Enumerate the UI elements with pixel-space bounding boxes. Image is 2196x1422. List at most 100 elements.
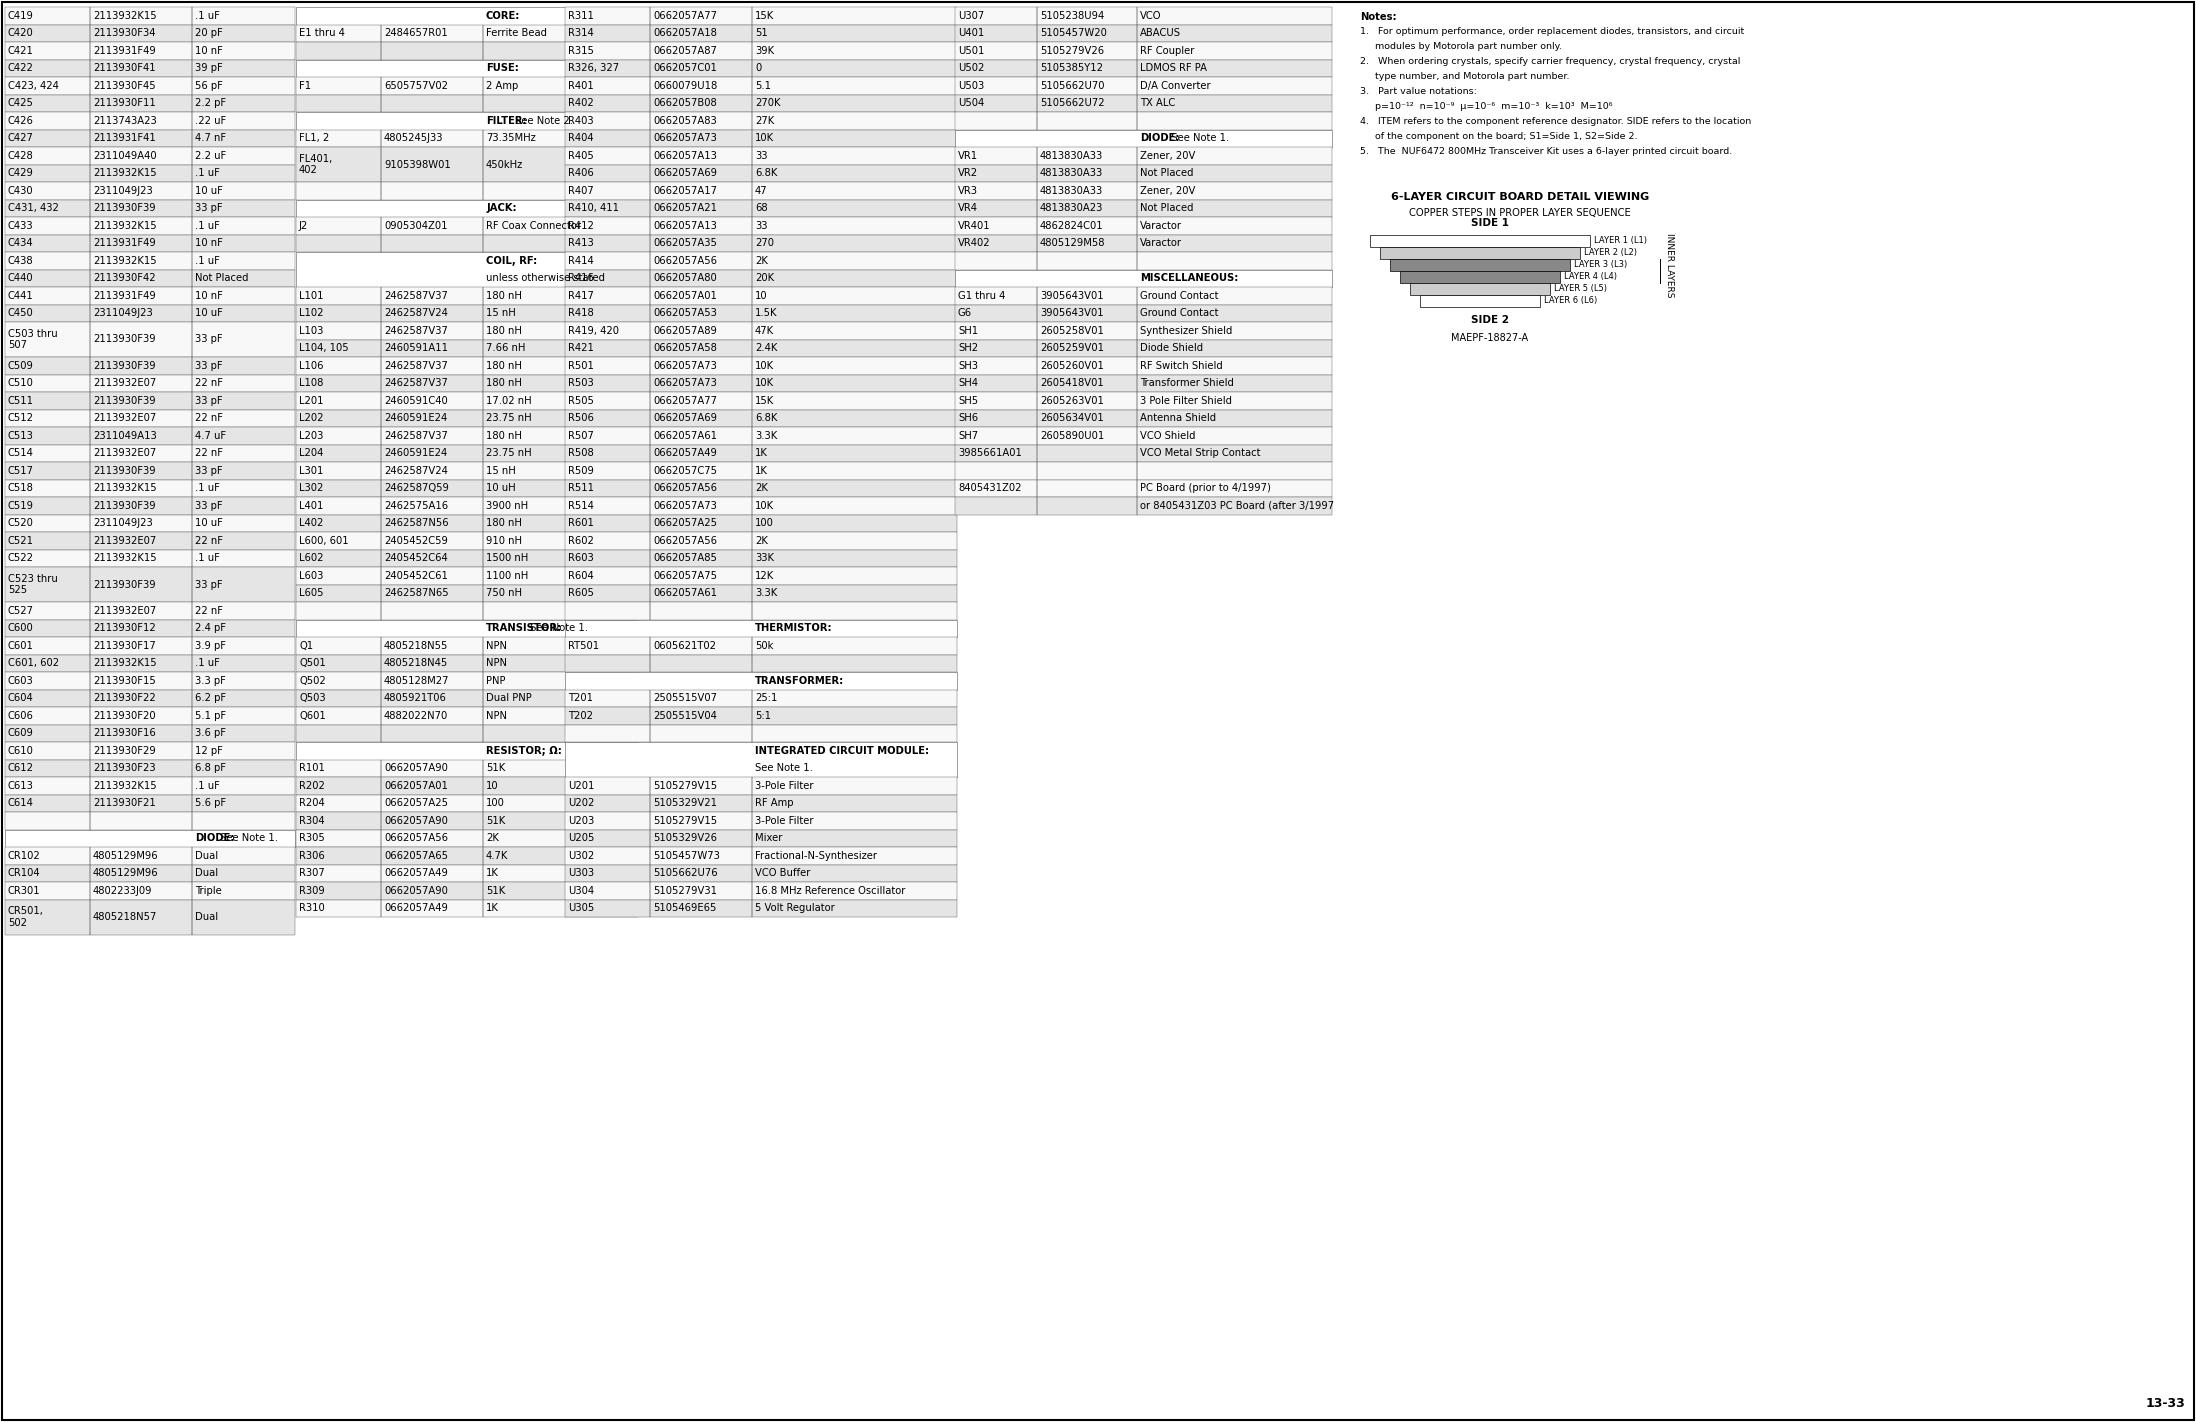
- Bar: [296, 374, 639, 392]
- Text: C440: C440: [9, 273, 33, 283]
- Bar: [564, 340, 650, 357]
- Bar: [751, 848, 957, 865]
- Text: SIDE 1: SIDE 1: [1471, 218, 1509, 228]
- Text: C527: C527: [9, 606, 33, 616]
- Bar: [4, 776, 294, 795]
- Bar: [191, 252, 294, 270]
- Bar: [483, 235, 639, 252]
- Bar: [564, 235, 957, 252]
- Bar: [955, 218, 1333, 235]
- Bar: [4, 218, 90, 235]
- Bar: [564, 7, 957, 24]
- Bar: [90, 252, 191, 270]
- Bar: [296, 235, 380, 252]
- Bar: [90, 427, 191, 445]
- Text: .1 uF: .1 uF: [195, 168, 220, 178]
- Text: 0662057A13: 0662057A13: [652, 151, 716, 161]
- Bar: [1138, 498, 1333, 515]
- Text: R514: R514: [569, 501, 593, 510]
- Text: L402: L402: [299, 518, 323, 528]
- Text: 2113930F23: 2113930F23: [92, 764, 156, 774]
- Bar: [564, 724, 957, 742]
- Text: LDMOS RF PA: LDMOS RF PA: [1140, 63, 1208, 74]
- Bar: [4, 602, 294, 620]
- Bar: [564, 165, 957, 182]
- Text: Q503: Q503: [299, 694, 325, 704]
- Text: FUSE:: FUSE:: [485, 63, 518, 74]
- Text: E1 thru 4: E1 thru 4: [299, 28, 345, 38]
- Text: 0662057A49: 0662057A49: [384, 903, 448, 913]
- Bar: [650, 129, 751, 146]
- Bar: [4, 427, 294, 445]
- Bar: [955, 60, 1333, 77]
- Bar: [650, 724, 751, 742]
- Bar: [4, 270, 90, 287]
- Text: 22 nF: 22 nF: [195, 536, 224, 546]
- Text: C606: C606: [9, 711, 33, 721]
- Text: 3905643V01: 3905643V01: [1041, 290, 1105, 300]
- Bar: [955, 304, 1037, 321]
- Bar: [90, 182, 191, 199]
- Bar: [191, 498, 294, 515]
- Bar: [751, 584, 957, 602]
- Text: NPN: NPN: [485, 641, 507, 651]
- Bar: [1037, 357, 1138, 374]
- Text: 2113743A23: 2113743A23: [92, 115, 156, 125]
- Text: 5.1 pF: 5.1 pF: [195, 711, 226, 721]
- Text: C427: C427: [9, 134, 33, 144]
- Text: R507: R507: [569, 431, 593, 441]
- Bar: [483, 392, 639, 410]
- Text: CR501,
502: CR501, 502: [9, 906, 44, 927]
- Bar: [751, 340, 957, 357]
- Text: R407: R407: [569, 186, 593, 196]
- Bar: [191, 620, 294, 637]
- Text: 5105279V15: 5105279V15: [652, 816, 718, 826]
- Bar: [650, 235, 751, 252]
- Text: 20K: 20K: [755, 273, 775, 283]
- Bar: [296, 795, 639, 812]
- Text: C521: C521: [9, 536, 33, 546]
- Text: 3900 nH: 3900 nH: [485, 501, 527, 510]
- Text: 10K: 10K: [755, 378, 775, 388]
- Text: R603: R603: [569, 553, 593, 563]
- Bar: [4, 759, 294, 776]
- Text: 5105469E65: 5105469E65: [652, 903, 716, 913]
- Bar: [90, 602, 191, 620]
- Text: 51K: 51K: [485, 764, 505, 774]
- Bar: [650, 7, 751, 24]
- Text: 39K: 39K: [755, 46, 775, 55]
- Bar: [296, 357, 380, 374]
- Text: Transformer Shield: Transformer Shield: [1140, 378, 1234, 388]
- Bar: [4, 724, 294, 742]
- Bar: [1037, 199, 1138, 218]
- Bar: [4, 24, 90, 43]
- Text: VR4: VR4: [957, 203, 977, 213]
- Text: 17.02 nH: 17.02 nH: [485, 395, 531, 405]
- Text: C419: C419: [9, 11, 33, 21]
- Bar: [90, 304, 191, 321]
- Text: 0662057A53: 0662057A53: [652, 309, 716, 319]
- Bar: [296, 94, 380, 112]
- Bar: [4, 252, 294, 270]
- Bar: [1138, 182, 1333, 199]
- Bar: [564, 304, 650, 321]
- Bar: [650, 374, 751, 392]
- Text: Triple: Triple: [195, 886, 222, 896]
- Text: 1K: 1K: [755, 448, 769, 458]
- Text: 2605890U01: 2605890U01: [1041, 431, 1105, 441]
- Text: 0662057A73: 0662057A73: [652, 378, 716, 388]
- Bar: [564, 182, 650, 199]
- Bar: [191, 882, 294, 900]
- Text: 2113930F39: 2113930F39: [92, 203, 156, 213]
- Text: 4813830A33: 4813830A33: [1041, 168, 1102, 178]
- Bar: [955, 146, 1333, 165]
- Text: unless otherwise stated: unless otherwise stated: [485, 273, 606, 283]
- Bar: [90, 43, 191, 60]
- Bar: [1037, 498, 1138, 515]
- Bar: [296, 637, 639, 654]
- Text: VCO Metal Strip Contact: VCO Metal Strip Contact: [1140, 448, 1261, 458]
- Bar: [483, 218, 639, 235]
- Bar: [4, 94, 90, 112]
- Bar: [483, 637, 639, 654]
- Bar: [955, 7, 1037, 24]
